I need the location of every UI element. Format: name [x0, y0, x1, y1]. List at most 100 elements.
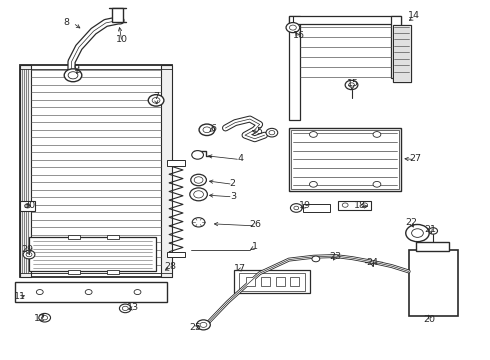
Circle shape — [152, 98, 160, 103]
Circle shape — [312, 256, 320, 262]
Circle shape — [199, 124, 215, 135]
Bar — [167, 160, 185, 166]
Circle shape — [310, 132, 318, 137]
Circle shape — [291, 204, 302, 212]
Text: 7: 7 — [153, 92, 159, 101]
Bar — [409, 250, 458, 316]
Text: 17: 17 — [234, 265, 246, 274]
Text: 12: 12 — [34, 314, 46, 323]
Circle shape — [39, 314, 50, 322]
Bar — [289, 16, 401, 24]
Circle shape — [192, 150, 203, 159]
Text: 10: 10 — [116, 35, 128, 44]
Circle shape — [194, 191, 203, 198]
Text: 14: 14 — [408, 11, 419, 20]
Text: 13: 13 — [126, 303, 139, 312]
Circle shape — [412, 229, 423, 237]
Bar — [391, 16, 401, 78]
Bar — [29, 237, 156, 271]
Text: 23: 23 — [329, 252, 342, 261]
Text: 30: 30 — [23, 201, 35, 210]
Text: 1: 1 — [252, 242, 258, 251]
Circle shape — [429, 228, 438, 234]
Circle shape — [266, 129, 278, 137]
Text: 28: 28 — [165, 262, 177, 271]
Bar — [392, 25, 411, 82]
Circle shape — [24, 204, 30, 208]
Circle shape — [345, 80, 358, 90]
Text: 25: 25 — [189, 323, 201, 332]
Circle shape — [68, 72, 78, 79]
Circle shape — [134, 289, 141, 294]
Bar — [239, 273, 305, 291]
Circle shape — [362, 203, 368, 207]
Circle shape — [269, 131, 275, 135]
Bar — [246, 277, 255, 286]
Circle shape — [286, 23, 300, 33]
Circle shape — [192, 218, 205, 227]
Text: 22: 22 — [405, 218, 417, 227]
Circle shape — [148, 95, 164, 106]
Circle shape — [64, 69, 82, 82]
Bar — [276, 277, 285, 286]
Bar — [107, 234, 120, 239]
Text: 9: 9 — [74, 64, 79, 73]
Circle shape — [373, 181, 381, 187]
Bar — [20, 65, 172, 277]
Text: 26: 26 — [250, 220, 262, 229]
Text: 6: 6 — [210, 123, 216, 132]
Circle shape — [290, 25, 296, 30]
Text: 8: 8 — [64, 18, 70, 27]
Bar — [68, 234, 80, 239]
Bar — [161, 65, 171, 277]
Bar — [20, 201, 35, 211]
Bar — [416, 242, 449, 251]
Bar — [68, 270, 80, 274]
Circle shape — [23, 250, 35, 259]
Bar — [392, 25, 411, 82]
Text: 21: 21 — [425, 225, 437, 234]
Bar — [15, 282, 167, 302]
Bar — [20, 65, 31, 277]
Bar — [112, 8, 123, 22]
Circle shape — [294, 206, 299, 210]
Bar — [261, 277, 270, 286]
Text: 16: 16 — [293, 31, 305, 40]
Text: 3: 3 — [230, 192, 236, 201]
Circle shape — [342, 203, 348, 207]
Text: 20: 20 — [424, 315, 436, 324]
Bar — [289, 16, 300, 120]
Text: 15: 15 — [346, 79, 359, 88]
Bar — [289, 128, 401, 191]
Text: 11: 11 — [14, 292, 26, 301]
Text: 18: 18 — [354, 201, 366, 210]
Circle shape — [200, 322, 207, 327]
Circle shape — [36, 289, 43, 294]
Circle shape — [373, 132, 381, 137]
Circle shape — [122, 306, 128, 311]
Bar — [107, 270, 120, 274]
Circle shape — [194, 177, 203, 183]
Bar — [234, 270, 310, 293]
Text: 4: 4 — [237, 154, 243, 163]
Circle shape — [310, 181, 318, 187]
Bar — [292, 130, 399, 189]
Circle shape — [196, 320, 210, 330]
Bar — [291, 277, 299, 286]
Circle shape — [203, 127, 211, 133]
Circle shape — [42, 316, 48, 320]
Text: 19: 19 — [298, 201, 311, 210]
Text: 27: 27 — [409, 154, 421, 163]
Bar — [338, 201, 371, 210]
Bar — [303, 204, 330, 212]
Circle shape — [406, 225, 429, 242]
Circle shape — [85, 289, 92, 294]
Circle shape — [26, 252, 32, 257]
Text: 29: 29 — [22, 246, 34, 255]
Circle shape — [190, 188, 207, 201]
Circle shape — [191, 174, 206, 186]
Bar — [167, 252, 185, 257]
Text: 5: 5 — [257, 127, 263, 136]
Text: 2: 2 — [230, 179, 236, 188]
Circle shape — [348, 83, 354, 87]
